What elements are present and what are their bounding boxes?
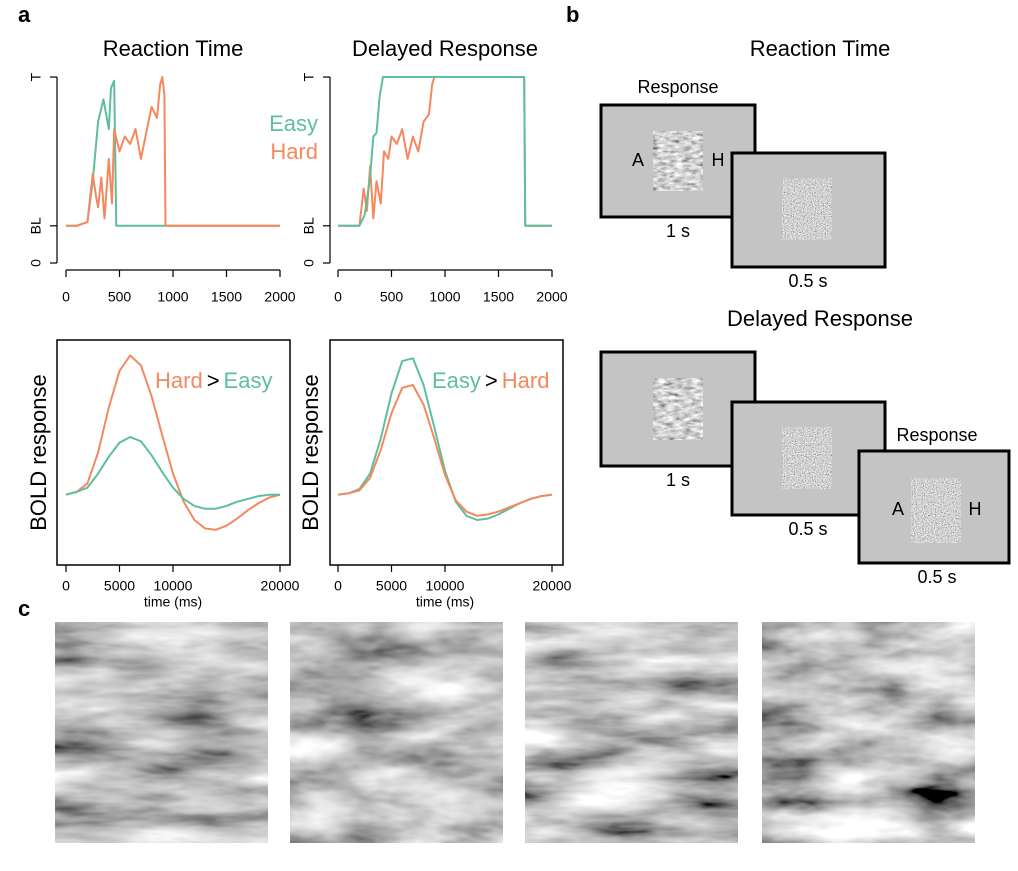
x-tick-label: 2000	[264, 289, 295, 305]
choice-label: A	[632, 150, 644, 170]
legend-entry: Hard	[270, 139, 318, 164]
y-tick-label: 0	[28, 259, 44, 267]
annotation: Easy	[432, 368, 481, 393]
x-tick-label: 1500	[211, 289, 242, 305]
x-tick-label: 0	[334, 289, 342, 305]
classification-image	[55, 622, 268, 843]
classification-image	[290, 622, 503, 843]
duration: 0.5 s	[788, 271, 827, 291]
chart-title: Delayed Response	[352, 36, 538, 61]
x-tick-label: 500	[380, 289, 404, 305]
classification-image	[762, 622, 975, 843]
series-line	[65, 436, 280, 510]
x-tick-label: 0	[334, 578, 342, 594]
x-tick-label: 20000	[533, 578, 572, 594]
task-diagram: Reaction Time Response A H 1 s 0.5 s Del…	[599, 36, 1011, 587]
series-line	[337, 384, 553, 517]
x-tick-label: 10000	[426, 578, 465, 594]
series-line	[338, 76, 552, 227]
noise-mask	[911, 478, 961, 543]
choice-label: H	[712, 150, 725, 170]
chart-title: Reaction Time	[103, 36, 244, 61]
x-tick-label: 20000	[261, 578, 300, 594]
y-tick-label: BL	[301, 217, 317, 234]
series-line	[66, 76, 280, 227]
annotation: >	[207, 368, 220, 393]
y-tick-label: T	[301, 72, 317, 81]
stimulus	[653, 131, 703, 191]
section-title: Reaction Time	[750, 36, 891, 61]
duration: 0.5 s	[917, 567, 956, 587]
noise-mask	[782, 178, 832, 240]
annotation: Hard	[155, 368, 203, 393]
stimulus	[653, 378, 703, 440]
x-tick-label: 5000	[376, 578, 407, 594]
noise-mask	[782, 427, 832, 489]
y-tick-label: 0	[301, 259, 317, 267]
plot-frame	[329, 339, 564, 566]
x-tick-label: 500	[108, 289, 132, 305]
panel-label: b	[566, 2, 579, 27]
duration: 0.5 s	[788, 519, 827, 539]
x-tick-label: 2000	[536, 289, 567, 305]
y-axis-label: BOLD response	[26, 374, 51, 531]
response-label: Response	[896, 425, 977, 445]
choice-label: A	[892, 499, 904, 519]
series-line	[65, 354, 281, 531]
series-line	[338, 76, 552, 227]
legend-entry: Easy	[269, 111, 318, 136]
x-tick-label: 1500	[483, 289, 514, 305]
y-tick-label: T	[28, 72, 44, 81]
panel-label: c	[18, 596, 30, 621]
x-axis-label: time (ms)	[144, 594, 202, 610]
x-tick-label: 1000	[429, 289, 460, 305]
classification-image	[525, 622, 738, 843]
x-tick-label: 0	[62, 578, 70, 594]
annotation: Easy	[224, 368, 273, 393]
section-title: Delayed Response	[727, 306, 913, 331]
y-axis-label: BOLD response	[298, 374, 323, 531]
classification-images	[55, 622, 975, 843]
panel-label: a	[18, 2, 31, 27]
annotation: >	[485, 368, 498, 393]
duration: 1 s	[666, 470, 690, 490]
x-axis-label: time (ms)	[416, 594, 474, 610]
x-tick-label: 10000	[154, 578, 193, 594]
x-tick-label: 1000	[157, 289, 188, 305]
y-tick-label: BL	[28, 217, 44, 234]
annotation: Hard	[502, 368, 550, 393]
choice-label: H	[969, 499, 982, 519]
x-tick-label: 5000	[104, 578, 135, 594]
x-tick-label: 0	[62, 289, 70, 305]
duration: 1 s	[666, 221, 690, 241]
response-label: Response	[637, 77, 718, 97]
